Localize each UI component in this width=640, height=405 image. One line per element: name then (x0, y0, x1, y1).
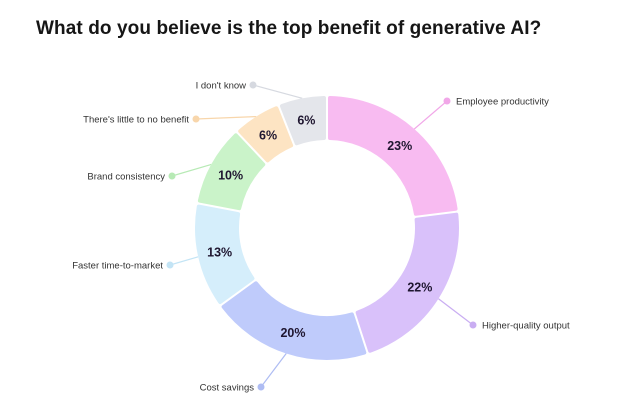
donut-slice (221, 281, 367, 360)
slice-label: Higher-quality output (482, 321, 570, 332)
slice-label: Brand consistency (87, 172, 165, 183)
data-label: 13% (207, 245, 232, 259)
slice-label: Faster time-to-market (72, 261, 163, 272)
donut-slice (327, 96, 458, 216)
legend-dot (443, 97, 451, 105)
data-label: 22% (407, 280, 432, 294)
donut-slice (355, 212, 459, 353)
leader-line (171, 163, 212, 177)
chart-title: What do you believe is the top benefit o… (36, 18, 542, 39)
leader-line (195, 115, 257, 120)
slice-label: There's little to no benefit (83, 115, 189, 126)
donut-slice (195, 204, 255, 304)
slice-label: Employee productivity (456, 97, 549, 108)
data-label: 10% (218, 169, 243, 183)
data-label: 20% (280, 326, 305, 340)
data-label: 23% (387, 139, 412, 153)
legend-dot (257, 383, 265, 391)
leader-line (252, 84, 303, 99)
leader-line (260, 353, 287, 388)
legend-dot (192, 115, 200, 123)
slice-label: Cost savings (200, 383, 255, 394)
leader-line (413, 100, 448, 130)
legend-dot (249, 81, 257, 89)
legend-dot (168, 172, 176, 180)
slice-label: I don't know (196, 81, 247, 92)
data-label: 6% (297, 113, 315, 127)
donut-slice (279, 96, 327, 146)
data-label: 6% (259, 129, 277, 143)
donut-slice (197, 133, 266, 211)
leader-line (169, 256, 199, 266)
legend-dot (166, 261, 174, 269)
legend-dot (469, 321, 477, 329)
donut-slice (238, 106, 294, 163)
leader-line (438, 298, 474, 326)
